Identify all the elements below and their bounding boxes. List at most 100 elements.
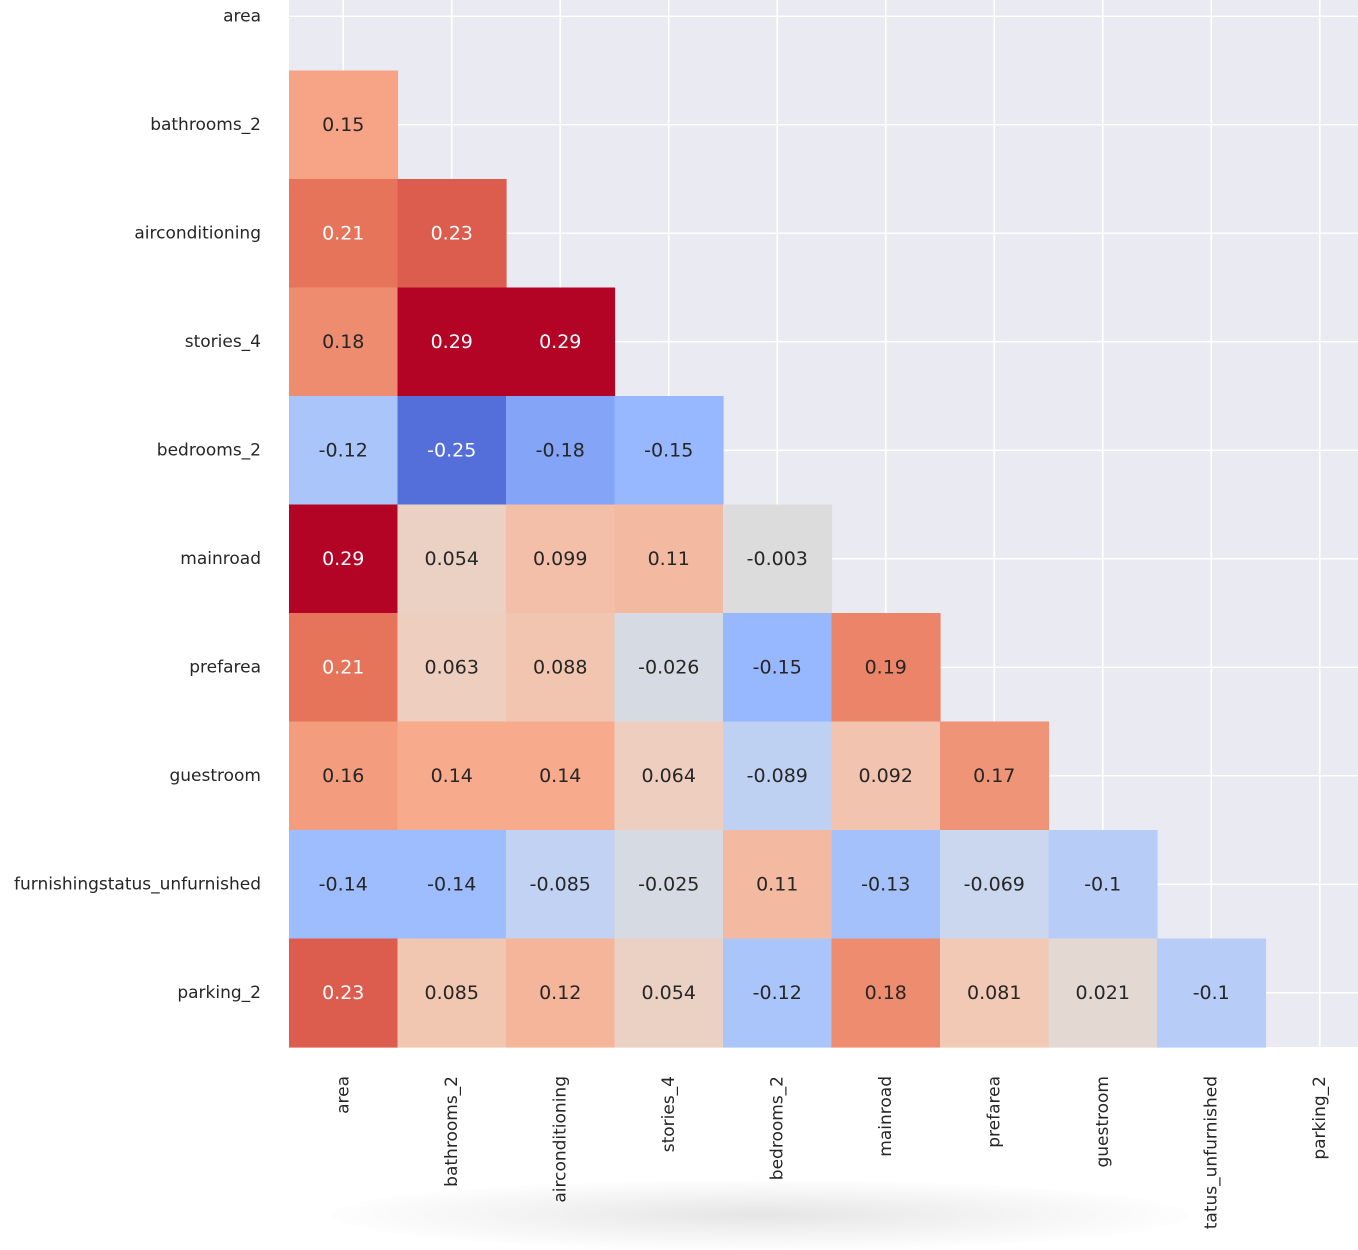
heatmap-cell-parking_2-stories_4: [614, 938, 724, 1048]
heatmap-cell-parking_2-bedrooms_2: [723, 938, 833, 1048]
heatmap-cell-parking_2-area: [289, 938, 399, 1048]
heatmap-cell-mainroad-stories_4: [614, 504, 724, 614]
cell-value-label: -0.089: [747, 765, 808, 787]
heatmap-cell-bedrooms_2-bathrooms_2: [397, 396, 507, 506]
cell-value-label: 0.18: [865, 982, 907, 1004]
cell-value-label: -0.12: [319, 439, 368, 461]
heatmap-cell-bathrooms_2-area: [289, 70, 399, 180]
cell-value-label: -0.25: [427, 439, 476, 461]
y-tick-label: parking_2: [177, 983, 261, 1003]
heatmap-cell-guestroom-airconditioning: [506, 721, 616, 831]
heatmap-cell-furnishingstatus_unfurnished-bedrooms_2: [723, 830, 833, 940]
cell-value-label: -0.1: [1193, 982, 1230, 1004]
cell-value-label: 0.11: [648, 548, 690, 570]
cell-value-label: 0.14: [539, 765, 581, 787]
cell-value-label: 0.092: [859, 765, 913, 787]
y-tick-label: stories_4: [185, 332, 261, 352]
heatmap-cell-furnishingstatus_unfurnished-stories_4: [614, 830, 724, 940]
heatmap-cell-furnishingstatus_unfurnished-prefarea: [940, 830, 1050, 940]
heatmap-cell-mainroad-bedrooms_2: [723, 504, 833, 614]
heatmap-cell-stories_4-bathrooms_2: [397, 287, 507, 397]
heatmap-cell-bedrooms_2-airconditioning: [506, 396, 616, 506]
x-tick-label: area: [333, 1076, 353, 1114]
heatmap-cell-parking_2-guestroom: [1048, 938, 1158, 1048]
cell-value-label: 0.21: [322, 656, 364, 678]
heatmap-cell-parking_2-furnishingstatus_unfurnished: [1157, 938, 1267, 1048]
y-tick-label: prefarea: [189, 657, 261, 677]
heatmap-cell-furnishingstatus_unfurnished-bathrooms_2: [397, 830, 507, 940]
x-tick-label: prefarea: [984, 1076, 1004, 1148]
cell-value-label: 0.081: [967, 982, 1021, 1004]
y-tick-label: mainroad: [180, 549, 261, 569]
y-axis-tick-labels: area bathrooms_2 airconditioning stories_4b…: [14, 6, 261, 1003]
cell-value-label: 0.18: [322, 331, 364, 353]
x-tick-label: airconditioning: [550, 1076, 570, 1203]
x-tick-label: mainroad: [876, 1076, 896, 1157]
cell-value-label: -0.13: [861, 873, 910, 895]
cell-value-label: -0.14: [427, 873, 476, 895]
cell-value-label: -0.14: [319, 873, 368, 895]
heatmap-cell-furnishingstatus_unfurnished-area: [289, 830, 399, 940]
heatmap-cell-stories_4-area: [289, 287, 399, 397]
y-tick-label: bathrooms_2: [150, 115, 261, 135]
cell-value-label: 0.14: [431, 765, 473, 787]
heatmap-cells: [289, 70, 1267, 1048]
heatmap-cell-prefarea-stories_4: [614, 613, 724, 723]
cell-value-label: -0.1: [1084, 873, 1121, 895]
cell-value-label: 0.19: [865, 656, 907, 678]
heatmap-cell-parking_2-prefarea: [940, 938, 1050, 1048]
heatmap-cell-guestroom-bathrooms_2: [397, 721, 507, 831]
heatmap-cell-bedrooms_2-stories_4: [614, 396, 724, 506]
heatmap-cell-guestroom-area: [289, 721, 399, 831]
y-tick-label: airconditioning: [134, 223, 261, 243]
cell-value-label: 0.054: [425, 548, 479, 570]
cell-value-label: 0.23: [322, 982, 364, 1004]
heatmap-cell-prefarea-airconditioning: [506, 613, 616, 723]
heatmap-cell-guestroom-mainroad: [831, 721, 941, 831]
heatmap-cell-bedrooms_2-area: [289, 396, 399, 506]
cell-value-label: 0.088: [533, 656, 587, 678]
cell-value-label: 0.29: [431, 331, 473, 353]
y-tick-label: guestroom: [169, 766, 261, 786]
cell-value-label: 0.11: [756, 873, 798, 895]
cell-value-label: -0.085: [530, 873, 591, 895]
heatmap-cell-mainroad-airconditioning: [506, 504, 616, 614]
heatmap-annotations: 0.15 0.21 0.23 0.18 0.29 0.29 -0.12 -0.25 -0.18 -…: [319, 114, 1230, 1004]
cell-value-label: 0.064: [642, 765, 696, 787]
cell-value-label: 0.17: [973, 765, 1015, 787]
heatmap-cell-parking_2-airconditioning: [506, 938, 616, 1048]
x-tick-label: guestroom: [1093, 1076, 1113, 1168]
heatmap-cell-prefarea-bathrooms_2: [397, 613, 507, 723]
cell-value-label: 0.15: [322, 114, 364, 136]
cell-value-label: 0.21: [322, 222, 364, 244]
x-tick-label: bathrooms_2: [442, 1076, 462, 1187]
heatmap-cell-furnishingstatus_unfurnished-guestroom: [1048, 830, 1158, 940]
cell-value-label: 0.085: [425, 982, 479, 1004]
cell-value-label: 0.021: [1076, 982, 1130, 1004]
cell-value-label: -0.12: [753, 982, 802, 1004]
cell-value-label: 0.099: [533, 548, 587, 570]
heatmap-cell-airconditioning-bathrooms_2: [397, 179, 507, 289]
cell-value-label: 0.063: [425, 656, 479, 678]
heatmap-cell-prefarea-bedrooms_2: [723, 613, 833, 723]
y-tick-label: bedrooms_2: [157, 440, 261, 460]
cell-value-label: -0.15: [753, 656, 802, 678]
heatmap-cell-stories_4-airconditioning: [506, 287, 616, 397]
x-tick-label: stories_4: [659, 1076, 679, 1152]
cell-value-label: -0.003: [747, 548, 808, 570]
cell-value-label: -0.026: [638, 656, 699, 678]
heatmap-cell-airconditioning-area: [289, 179, 399, 289]
heatmap-cell-guestroom-stories_4: [614, 721, 724, 831]
y-tick-label: furnishingstatus_unfurnished: [14, 874, 261, 894]
heatmap-cell-furnishingstatus_unfurnished-mainroad: [831, 830, 941, 940]
heatmap-cell-mainroad-area: [289, 504, 399, 614]
cell-value-label: -0.15: [644, 439, 693, 461]
cell-value-label: -0.025: [638, 873, 699, 895]
x-tick-label: tatus_unfurnished: [1201, 1076, 1221, 1229]
heatmap-cell-guestroom-bedrooms_2: [723, 721, 833, 831]
x-tick-label: bedrooms_2: [767, 1076, 787, 1180]
cell-value-label: 0.23: [431, 222, 473, 244]
heatmap-cell-parking_2-mainroad: [831, 938, 941, 1048]
cell-value-label: 0.054: [642, 982, 696, 1004]
